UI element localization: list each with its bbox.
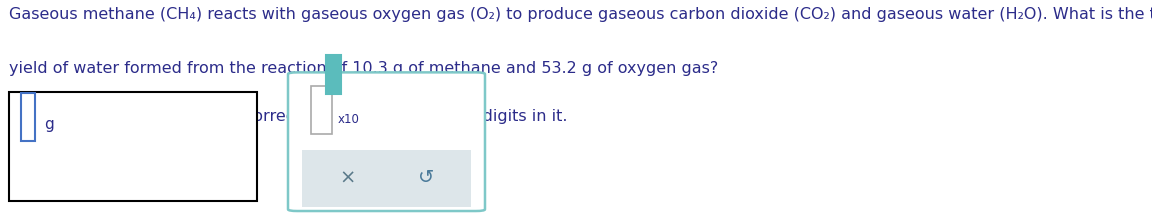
FancyBboxPatch shape bbox=[288, 72, 485, 211]
Text: yield of water formed from the reaction of 10.3 g of methane and 53.2 g of oxyge: yield of water formed from the reaction … bbox=[9, 61, 719, 76]
FancyBboxPatch shape bbox=[21, 93, 35, 141]
Text: Gaseous methane (CH₄) reacts with gaseous oxygen gas (O₂) to produce gaseous car: Gaseous methane (CH₄) reacts with gaseou… bbox=[9, 7, 1152, 22]
Text: ↺: ↺ bbox=[417, 168, 434, 187]
FancyBboxPatch shape bbox=[302, 150, 471, 207]
FancyBboxPatch shape bbox=[9, 92, 257, 201]
FancyBboxPatch shape bbox=[326, 55, 341, 94]
Text: g: g bbox=[44, 117, 53, 132]
Text: ×: × bbox=[339, 168, 356, 187]
FancyBboxPatch shape bbox=[311, 86, 332, 134]
Text: Be sure your answer has the correct number of significant digits in it.: Be sure your answer has the correct numb… bbox=[9, 109, 568, 124]
Text: x10: x10 bbox=[338, 113, 359, 126]
